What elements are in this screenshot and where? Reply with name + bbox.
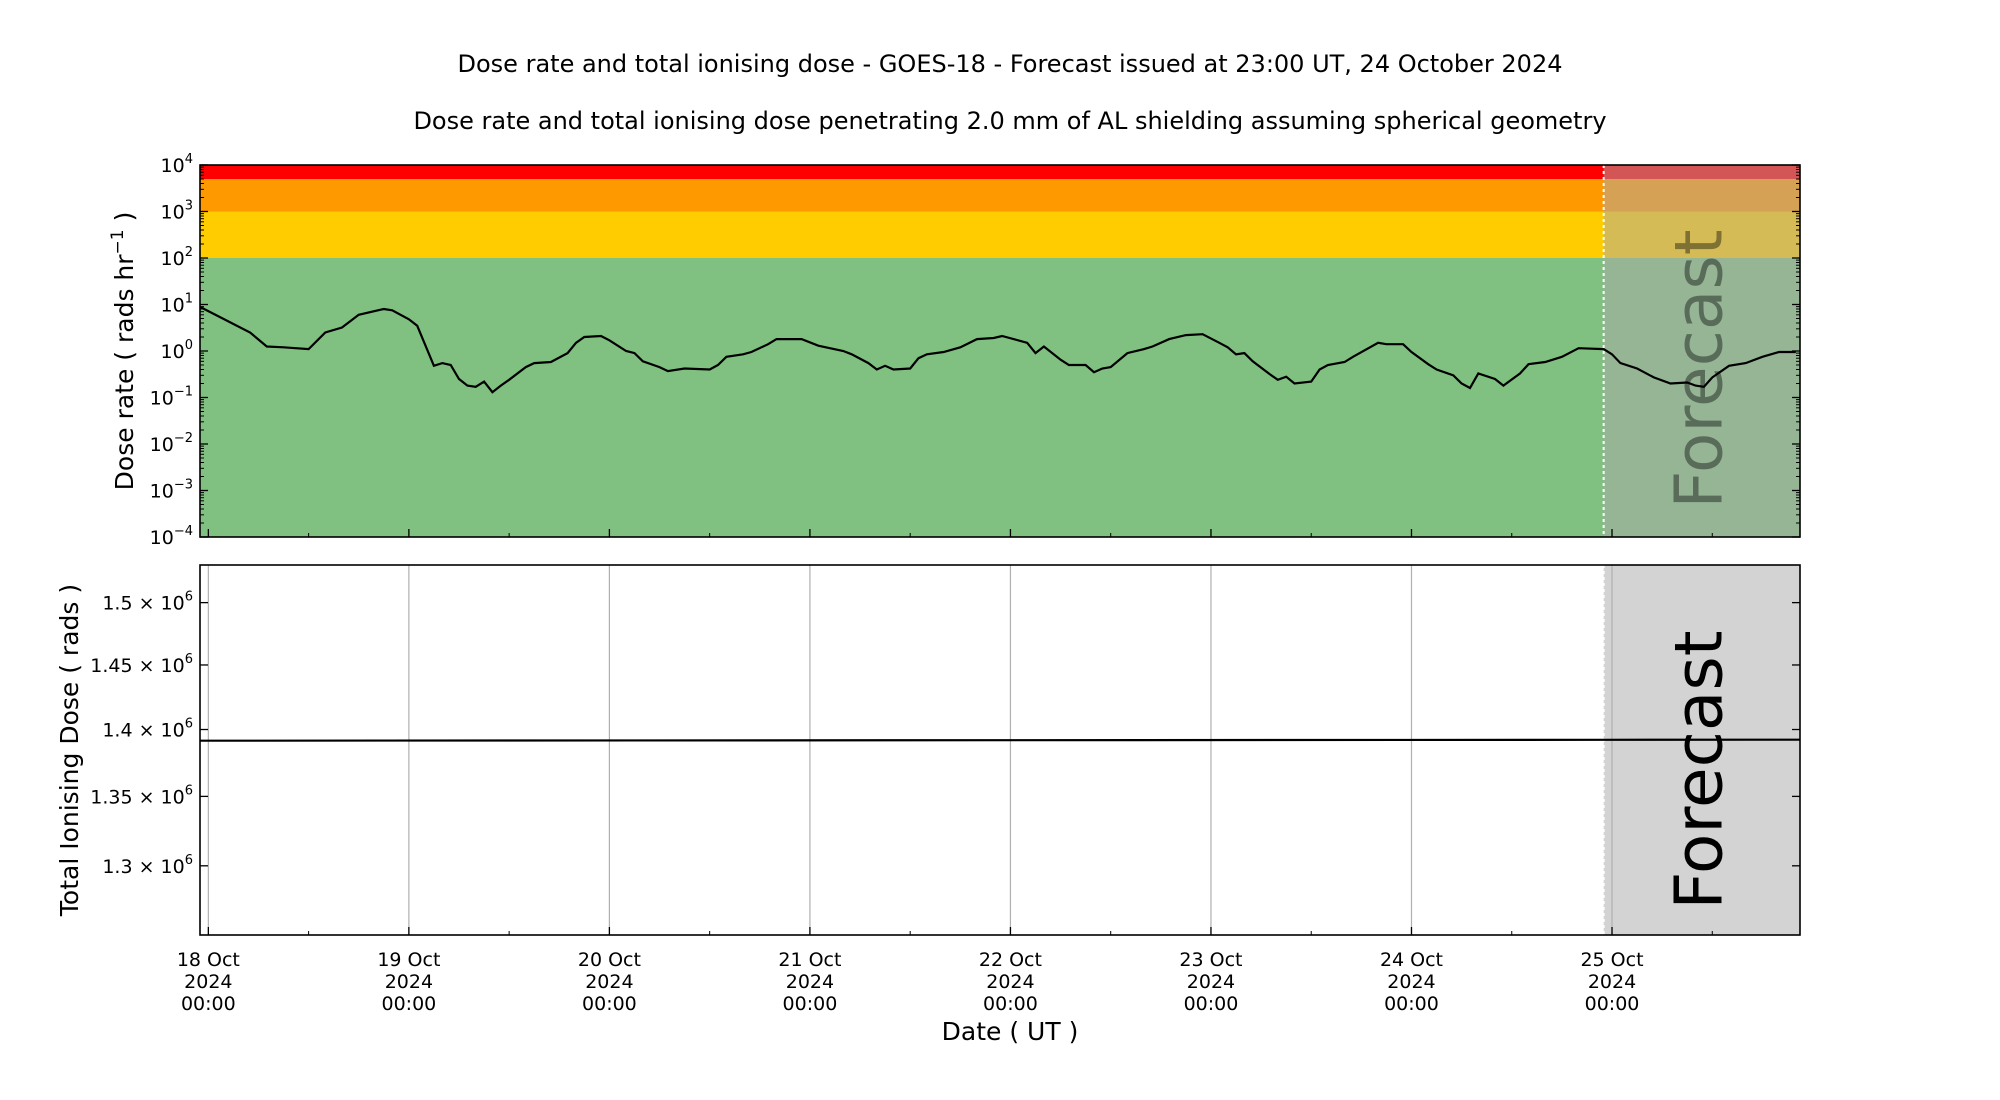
- y-tick-label: 10−3: [150, 478, 193, 503]
- x-tick-label: 2024: [1387, 971, 1435, 993]
- x-tick-label: 20 Oct: [578, 949, 641, 971]
- x-tick-label: 00:00: [381, 993, 436, 1015]
- y-tick-label: 104: [161, 152, 193, 177]
- y-tick-label: 103: [161, 199, 193, 224]
- y-tick-label: 10−2: [150, 431, 193, 456]
- x-tick-label: 23 Oct: [1179, 949, 1242, 971]
- chart-title: Dose rate and total ionising dose - GOES…: [458, 50, 1563, 78]
- x-tick-label: 00:00: [1585, 993, 1640, 1015]
- x-tick-label: 2024: [1187, 971, 1235, 993]
- chart-subtitle: Dose rate and total ionising dose penetr…: [413, 107, 1606, 135]
- total-dose-line: [200, 740, 1800, 741]
- x-axis-label: Date ( UT ): [942, 1017, 1079, 1046]
- x-tick-label: 2024: [184, 971, 232, 993]
- x-tick-label: 18 Oct: [177, 949, 240, 971]
- x-tick-label: 00:00: [783, 993, 838, 1015]
- x-tick-label: 00:00: [1184, 993, 1239, 1015]
- x-tick-label: 2024: [786, 971, 834, 993]
- y-tick-label: 10−1: [150, 385, 193, 410]
- x-tick-label: 2024: [385, 971, 433, 993]
- x-tick-label: 00:00: [582, 993, 637, 1015]
- x-tick-label: 2024: [585, 971, 633, 993]
- x-tick-label: 25 Oct: [1580, 949, 1643, 971]
- y-axis-label: Dose rate ( rads hr−1 ): [108, 212, 139, 491]
- y-tick-label: 1.45 × 106: [90, 652, 193, 677]
- x-tick-label: 19 Oct: [377, 949, 440, 971]
- y-tick-label: 1.35 × 106: [90, 783, 193, 808]
- x-tick-label: 00:00: [983, 993, 1038, 1015]
- y-tick-label: 101: [161, 292, 193, 317]
- y-tick-label: 1.4 × 106: [102, 717, 193, 742]
- y-tick-label: 102: [161, 245, 193, 270]
- x-tick-label: 00:00: [181, 993, 236, 1015]
- risk-band-2: [200, 179, 1800, 212]
- y-tick-label: 1.5 × 106: [102, 590, 193, 615]
- y-tick-label: 10−4: [150, 524, 193, 549]
- forecast-label: Forecast: [1661, 630, 1738, 909]
- x-tick-label: 00:00: [1384, 993, 1439, 1015]
- dose-chart: Dose rate and total ionising dose - GOES…: [0, 0, 2000, 1100]
- y-tick-label: 100: [161, 338, 193, 363]
- risk-band-0: [200, 258, 1800, 537]
- risk-band-1: [200, 212, 1800, 259]
- total-dose-panel: Forecast 1.3 × 106 1.35 × 106 1.4 × 106 1.45…: [55, 565, 1800, 1015]
- x-tick-label: 2024: [1588, 971, 1636, 993]
- x-tick-label: 2024: [986, 971, 1034, 993]
- risk-band-3: [200, 165, 1800, 179]
- dose-rate-panel: Forecast10−410−310−210−1100101102103104D…: [108, 152, 1800, 549]
- y-tick-label: 1.3 × 106: [102, 853, 193, 878]
- plot-frame: [200, 565, 1800, 935]
- x-tick-label: 24 Oct: [1380, 949, 1443, 971]
- x-tick-label: 22 Oct: [979, 949, 1042, 971]
- x-tick-label: 21 Oct: [778, 949, 841, 971]
- y-axis-label: Total Ionising Dose ( rads ): [55, 584, 84, 917]
